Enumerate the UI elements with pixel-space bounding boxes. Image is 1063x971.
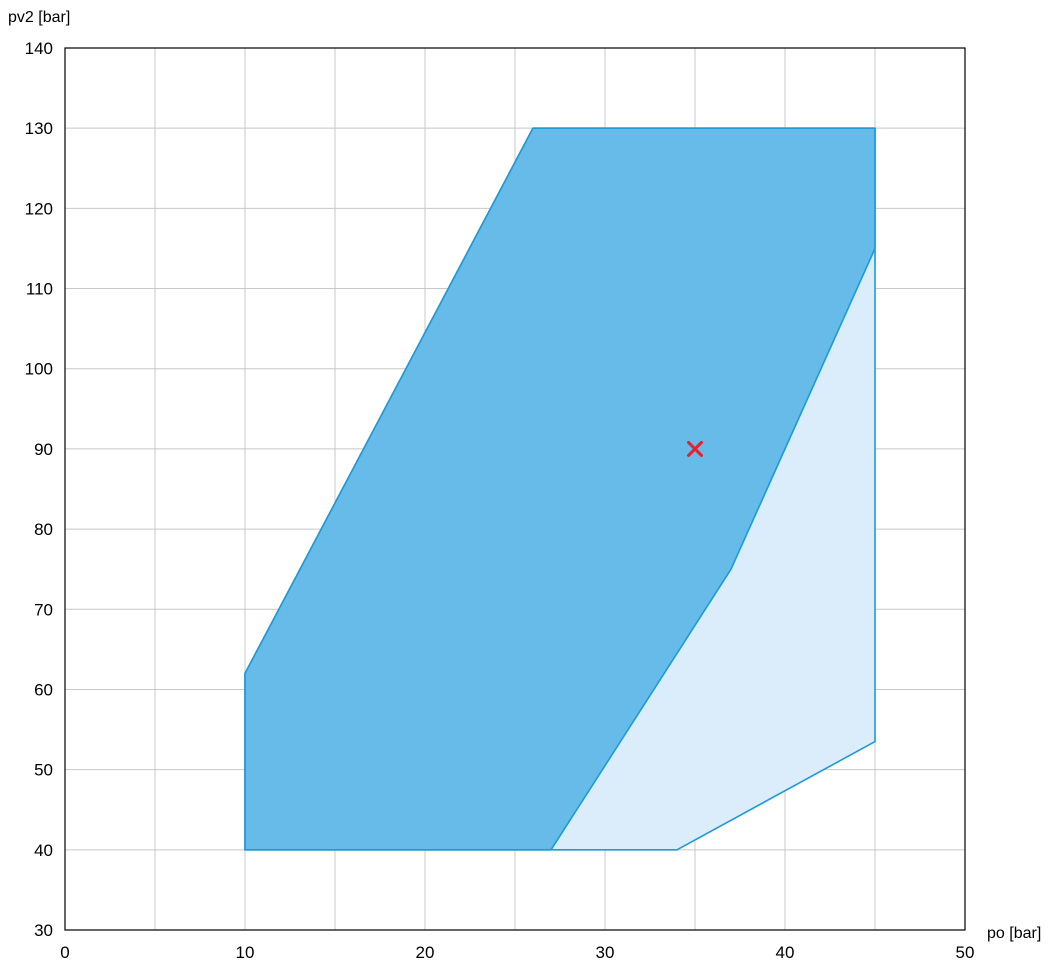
area-layer bbox=[244, 127, 876, 851]
y-tick-label-80: 80 bbox=[34, 520, 53, 539]
y-tick-label-50: 50 bbox=[34, 761, 53, 780]
x-tick-label-40: 40 bbox=[776, 943, 795, 962]
operating-point-marker bbox=[687, 440, 703, 457]
y-tick-label-130: 130 bbox=[25, 119, 53, 138]
y-tick-label-90: 90 bbox=[34, 440, 53, 459]
y-tick-label-60: 60 bbox=[34, 680, 53, 699]
x-tick-label-30: 30 bbox=[596, 943, 615, 962]
x-axis-label: po [bar] bbox=[987, 925, 1041, 942]
y-tick-label-70: 70 bbox=[34, 600, 53, 619]
y-tick-label-140: 140 bbox=[25, 39, 53, 58]
marker-stroke-b bbox=[687, 440, 703, 457]
y-axis-label: pv2 [bar] bbox=[8, 9, 70, 26]
tick-label-layer: 0 10 20 30 40 50 30 40 50 60 70 80 90 100 110 120 130 140 bbox=[25, 39, 975, 962]
x-tick-label-20: 20 bbox=[416, 943, 435, 962]
y-tick-label-120: 120 bbox=[25, 199, 53, 218]
y-tick-label-100: 100 bbox=[25, 360, 53, 379]
y-tick-label-110: 110 bbox=[26, 280, 53, 299]
marker-layer bbox=[687, 440, 703, 457]
plot-frame bbox=[64, 47, 966, 931]
x-tick-label-50: 50 bbox=[956, 943, 975, 962]
y-tick-label-30: 30 bbox=[34, 921, 53, 940]
y-tick-label-40: 40 bbox=[34, 841, 53, 860]
x-tick-label-0: 0 bbox=[60, 943, 69, 962]
x-tick-label-10: 10 bbox=[236, 943, 255, 962]
region-polygon-2 bbox=[244, 127, 876, 851]
